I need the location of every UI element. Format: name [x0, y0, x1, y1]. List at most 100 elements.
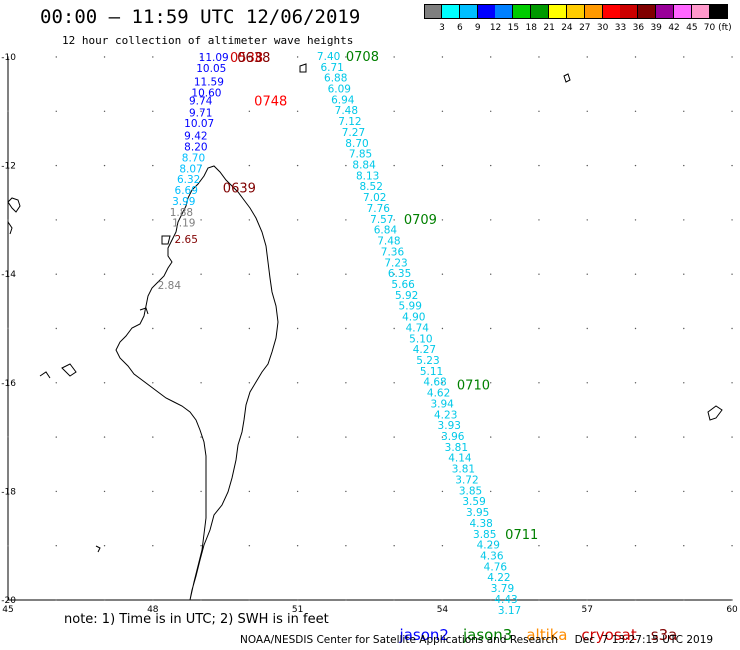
graticule-dot: [634, 273, 637, 275]
graticule-dot: [152, 327, 154, 330]
pass-time-label: 0639: [223, 181, 256, 196]
graticule-dot: [586, 599, 588, 601]
colorbar-swatch: [620, 4, 639, 19]
colorbar-tick-label: 36: [632, 23, 645, 33]
pass-time-label: 0708: [346, 50, 379, 65]
wave-height-label: 6.35: [388, 268, 411, 280]
graticule-dot: [296, 56, 299, 58]
graticule-dot: [55, 56, 57, 58]
graticule-dot: [683, 545, 685, 547]
east-track-times: 0708 0709 0710 0711: [346, 50, 538, 543]
graticule-dot: [731, 599, 733, 601]
colorbar-swatch: [477, 4, 496, 19]
graticule-dot: [441, 599, 444, 601]
graticule-dot: [731, 273, 733, 275]
wave-height-label: 7.27: [342, 127, 365, 139]
graticule-dot: [490, 56, 492, 58]
graticule-dot: [200, 56, 202, 58]
wave-height-label: 3.79: [491, 583, 514, 595]
colorbar-swatch: [441, 4, 460, 19]
graticule-dot: [55, 490, 57, 493]
wave-height-label: 4.29: [477, 540, 500, 552]
graticule-dot: [731, 490, 733, 493]
pass-time-label: 0748: [254, 94, 287, 109]
graticule-dot: [393, 110, 395, 113]
wave-height-label: 3.85: [459, 485, 482, 497]
latitude-label: -16: [1, 379, 16, 389]
wave-height-label: 2.84: [158, 280, 182, 292]
graticule-dot: [586, 273, 588, 275]
wave-height-label: 8.13: [356, 170, 379, 182]
wave-height-label: 9.74: [189, 95, 213, 107]
pass-time-label: 0538: [230, 51, 263, 66]
graticule-dot: [152, 545, 154, 547]
graticule-dot: [683, 327, 685, 330]
colorbar-swatch: [548, 4, 567, 19]
wave-height-label: 7.48: [377, 236, 400, 248]
graticule-dot: [152, 382, 154, 384]
graticule-dot: [345, 490, 347, 493]
graticule-dot: [441, 110, 444, 113]
graticule-dot: [586, 382, 588, 384]
graticule-dot: [7, 327, 9, 330]
colorbar-swatch: [584, 4, 603, 19]
wave-height-label: 9.71: [189, 107, 212, 119]
graticule-dot: [55, 545, 57, 547]
graticule-dot: [152, 273, 154, 275]
colorbar-swatch: [638, 4, 657, 19]
wave-height-label: 5.92: [395, 290, 418, 302]
colorbar-tick-label: 70 (ft): [703, 23, 732, 33]
graticule-dot: [7, 599, 9, 601]
pass-time-label: 0710: [457, 378, 490, 393]
graticule-dot: [634, 599, 637, 601]
graticule-dot: [248, 599, 251, 601]
graticule-dot: [731, 436, 733, 438]
pass-time-label: 0711: [505, 528, 538, 543]
wave-height-label: 8.70: [182, 152, 205, 164]
graticule-dot: [490, 273, 492, 275]
graticule-dot: [55, 327, 57, 330]
wave-height-label: 7.85: [349, 149, 372, 161]
graticule-dot: [248, 219, 251, 221]
pass-time-label: 0638: [237, 51, 270, 66]
graticule-dot: [55, 436, 57, 438]
wave-height-label: 3.72: [455, 474, 478, 486]
wave-height-label: 4.14: [448, 453, 472, 465]
graticule-dot: [7, 382, 9, 384]
graticule-dot: [296, 490, 299, 493]
graticule-dot: [296, 382, 299, 384]
graticule-dot: [103, 436, 106, 438]
graticule-dot: [103, 273, 106, 275]
colorbar-tick-label: 3: [439, 23, 445, 33]
wave-height-label: 7.02: [363, 192, 386, 204]
graticule-dot: [103, 110, 106, 113]
longitude-label: 45: [2, 605, 13, 615]
graticule-dot: [345, 164, 347, 167]
graticule-dot: [296, 327, 299, 330]
graticule-dot: [731, 56, 733, 58]
wave-height-label: 8.07: [179, 163, 202, 175]
wave-height-label: 3.99: [172, 196, 195, 208]
legend-jason3: jason3: [462, 626, 513, 644]
graticule-dot: [490, 219, 492, 221]
map-subtitle: 12 hour collection of altimeter wave hei…: [62, 34, 354, 47]
colorbar-tick-label: 6: [456, 23, 463, 33]
wave-height-label: 4.38: [469, 518, 492, 530]
wave-height-label: 4.62: [427, 388, 450, 400]
graticule-dot: [586, 436, 588, 438]
map-frame: [7, 57, 732, 601]
wave-height-label: 3.95: [466, 507, 489, 519]
wave-height-label: 3.81: [452, 464, 475, 476]
graticule-dot: [103, 490, 106, 493]
wave-height-label: 5.99: [399, 301, 422, 313]
credit-line: NOAA/NESDIS Center for Satellite Applica…: [240, 634, 714, 646]
graticule-dot: [200, 382, 202, 384]
graticule-dot: [490, 545, 492, 547]
wave-height-label: 6.32: [177, 174, 200, 186]
graticule-dot: [393, 436, 395, 438]
graticule-dot: [103, 56, 106, 58]
graticule-dot: [490, 164, 492, 167]
wave-height-label: 11.59: [194, 76, 224, 88]
graticule-dot: [731, 219, 733, 221]
